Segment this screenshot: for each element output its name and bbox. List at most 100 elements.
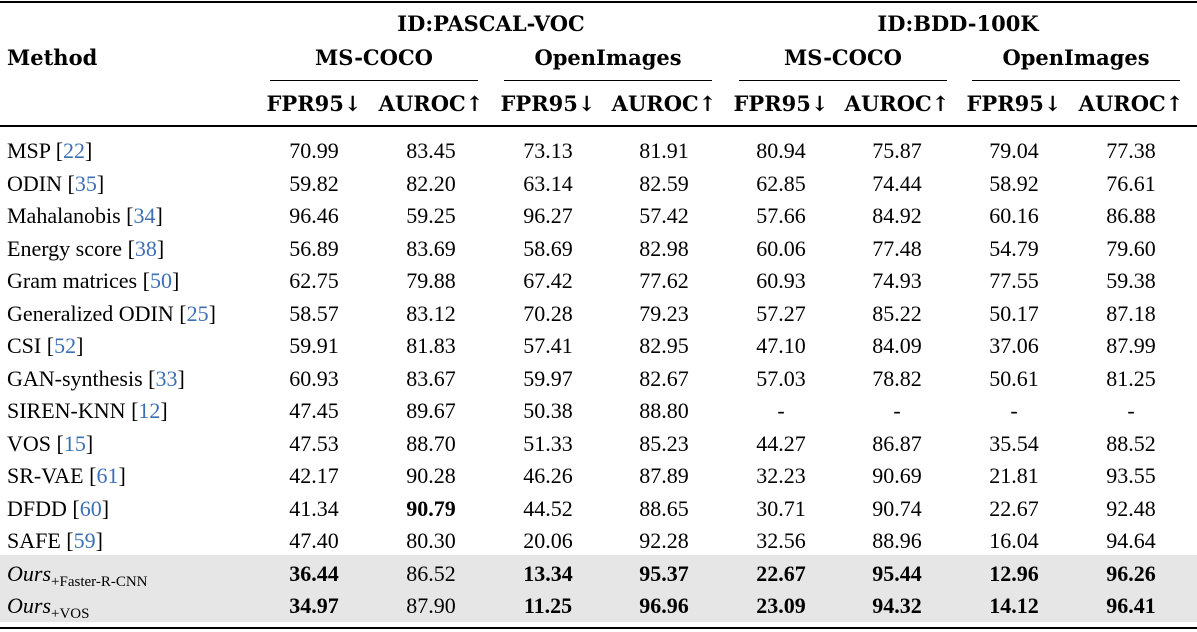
metric-value: 92.28 — [639, 528, 689, 553]
citation-link[interactable]: 50 — [149, 268, 172, 293]
metric-value: 90.74 — [872, 495, 922, 521]
metric-value: 20.06 — [523, 528, 573, 553]
table-row: SIREN-KNN [12] 47.45 89.67 50.38 88.80 - - - - — [0, 395, 1197, 427]
metric-value: 77.38 — [1106, 138, 1156, 163]
method-name: Gram matrices [50] — [7, 268, 180, 293]
subgroup-header-bdd-openimages: OpenImages — [1002, 45, 1150, 70]
metric-value: 93.55 — [1106, 463, 1156, 488]
method-name: Energy score [38] — [7, 235, 165, 261]
citation-link[interactable]: 35 — [74, 170, 97, 196]
metric-value: 47.53 — [289, 430, 339, 456]
metric-value: 36.44 — [289, 560, 339, 586]
metric-value: 46.26 — [523, 463, 573, 488]
table-row: DFDD [60] 41.34 90.79 44.52 88.65 30.71 90.74 2… — [0, 493, 1197, 525]
metric-value: 77.62 — [639, 268, 689, 293]
subgroup-header-voc-openimages: OpenImages — [534, 45, 682, 70]
citation-link[interactable]: 25 — [186, 300, 209, 326]
metric-value: 14.12 — [989, 593, 1039, 618]
metric-value: 58.57 — [289, 300, 339, 326]
metric-value: 60.06 — [756, 235, 806, 261]
metric-value: 92.48 — [1106, 495, 1156, 521]
metric-value: 12.96 — [989, 560, 1039, 586]
group-header-bdd-100k: ID:BDD-100K — [877, 11, 1039, 36]
metric-value: 82.67 — [639, 365, 689, 391]
method-label: SAFE — [7, 528, 61, 553]
metric-value: 13.34 — [523, 560, 573, 586]
citation-link[interactable]: 33 — [155, 365, 178, 391]
citation-link[interactable]: 12 — [138, 398, 161, 423]
citation-link[interactable]: 15 — [63, 430, 86, 456]
metric-value: 79.60 — [1106, 235, 1156, 261]
table-row: Ours+Faster-R-CNN 36.44 86.52 13.34 95.37 22.… — [0, 554, 1197, 590]
metric-value: 47.10 — [756, 333, 806, 358]
metric-value: 95.37 — [639, 560, 689, 586]
metric-value: 79.04 — [989, 138, 1039, 163]
metric-value: 82.20 — [406, 170, 456, 196]
metric-value: 21.81 — [989, 463, 1039, 488]
metric-value: 57.27 — [756, 300, 806, 326]
table-row: MSP [22] 70.99 83.45 73.13 81.91 80.94 75.87 79… — [0, 135, 1197, 167]
metric-value: 60.93 — [289, 365, 339, 391]
metric-value: 59.91 — [289, 333, 339, 358]
metric-value: 88.96 — [872, 528, 922, 553]
table-row: SAFE [59] 47.40 80.30 20.06 92.28 32.56 88.96 1… — [0, 525, 1197, 557]
citation-link[interactable]: 61 — [96, 463, 119, 488]
metric-value: 16.04 — [989, 528, 1039, 553]
metric-value: 57.41 — [523, 333, 573, 358]
metric-value: 11.25 — [523, 593, 573, 618]
method-label: GAN-synthesis — [7, 365, 143, 391]
citation-link[interactable]: 38 — [134, 235, 157, 261]
metric-value: 87.99 — [1106, 333, 1156, 358]
metric-value: 88.70 — [406, 430, 456, 456]
metric-value: 73.13 — [523, 138, 573, 163]
metric-value: 82.95 — [639, 333, 689, 358]
citation-link[interactable]: 22 — [63, 138, 86, 163]
table-row: Gram matrices [50] 62.75 79.88 67.42 77.62 60… — [0, 265, 1197, 297]
ours-label: Ours — [7, 560, 52, 586]
metric-value: 30.71 — [756, 495, 806, 521]
metric-value: 96.27 — [523, 203, 573, 228]
citation-link[interactable]: 59 — [73, 528, 96, 553]
metric-value: 70.28 — [523, 300, 573, 326]
metric-value: 32.23 — [756, 463, 806, 488]
metric-value: 32.56 — [756, 528, 806, 553]
metric-value: 70.99 — [289, 138, 339, 163]
table-row: SR-VAE [61] 42.17 90.28 46.26 87.89 32.23 90.6… — [0, 460, 1197, 492]
method-label: CSI — [7, 333, 42, 358]
metric-value: 78.82 — [872, 365, 922, 391]
metric-value: 84.92 — [872, 203, 922, 228]
metric-value: 62.85 — [756, 170, 806, 196]
method-name: SR-VAE [61] — [7, 463, 126, 488]
method-column-header: Method — [7, 45, 98, 70]
metric-value: 44.27 — [756, 430, 806, 456]
metric-value: 81.25 — [1106, 365, 1156, 391]
method-name: GAN-synthesis [33] — [7, 365, 185, 391]
citation-link[interactable]: 52 — [54, 333, 77, 358]
cmidrule-bdd-mscoco — [739, 80, 947, 81]
citation-link[interactable]: 60 — [79, 495, 102, 521]
metric-value: 86.52 — [406, 560, 456, 586]
method-label: Energy score — [7, 235, 123, 261]
metric-value: 81.91 — [639, 138, 689, 163]
metric-header: AUROC↑ — [611, 91, 717, 116]
cmidrule-bdd-openimages — [972, 80, 1180, 81]
metric-header: FPR95↓ — [733, 91, 829, 116]
method-name: Ours+Faster-R-CNN — [7, 561, 148, 595]
metric-header: FPR95↓ — [266, 91, 362, 116]
metric-value: 59.38 — [1106, 268, 1156, 293]
metric-value: 96.41 — [1106, 593, 1156, 618]
method-name: Mahalanobis [34] — [7, 203, 163, 228]
metric-value: 56.89 — [289, 235, 339, 261]
metric-value: 82.98 — [639, 235, 689, 261]
citation-link[interactable]: 34 — [133, 203, 156, 228]
bottom-rule — [0, 627, 1197, 629]
metric-value: 22.67 — [756, 560, 806, 586]
metric-value: 35.54 — [989, 430, 1039, 456]
metric-value: 62.75 — [289, 268, 339, 293]
ours-variant-subscript: +Faster-R-CNN — [51, 573, 148, 590]
table-row: ODIN [35] 59.82 82.20 63.14 82.59 62.85 74.44 5… — [0, 168, 1197, 200]
metric-header: AUROC↑ — [1078, 91, 1184, 116]
metric-value: 59.97 — [523, 365, 573, 391]
metric-value: 51.33 — [523, 430, 573, 456]
metric-value: 90.79 — [406, 495, 456, 521]
